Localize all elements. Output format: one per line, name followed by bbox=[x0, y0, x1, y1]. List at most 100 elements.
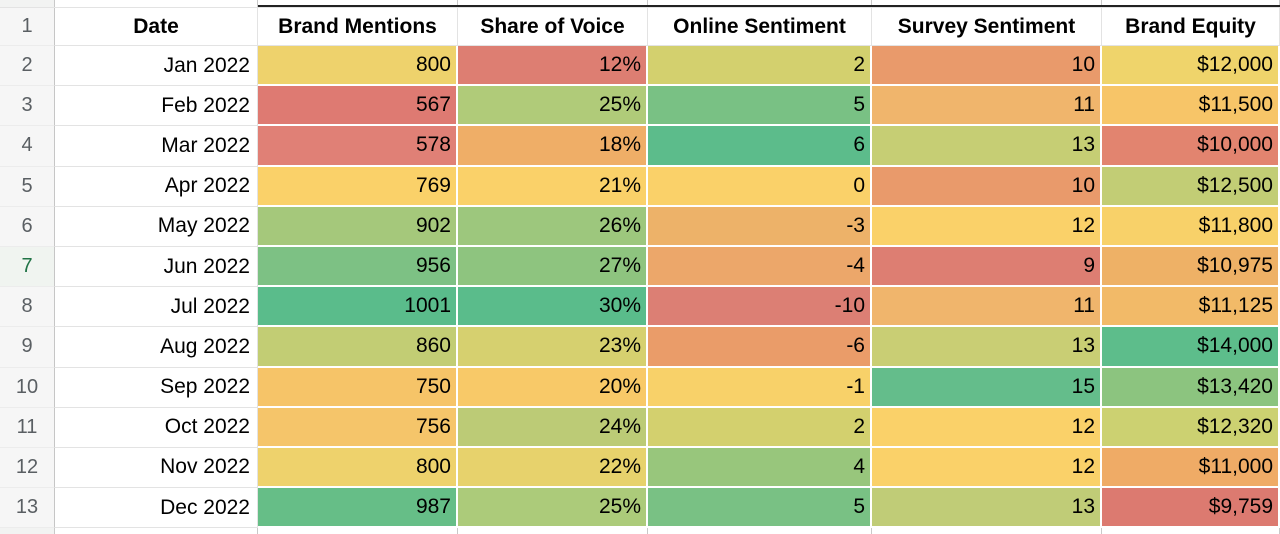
value-cell[interactable]: 10 bbox=[872, 166, 1102, 207]
column-strip-segment[interactable] bbox=[648, 0, 872, 7]
value-cell[interactable]: 21% bbox=[458, 166, 648, 207]
value-cell[interactable]: $13,420 bbox=[1102, 367, 1280, 408]
value-cell[interactable]: 18% bbox=[458, 126, 648, 167]
value-cell[interactable]: 860 bbox=[258, 327, 458, 368]
value-cell[interactable]: 756 bbox=[258, 407, 458, 448]
value-cell[interactable]: 987 bbox=[258, 488, 458, 529]
row-strip-segment[interactable] bbox=[872, 528, 1102, 534]
value-cell[interactable]: $10,000 bbox=[1102, 126, 1280, 167]
row-strip-segment[interactable] bbox=[648, 528, 872, 534]
value-cell[interactable]: 2 bbox=[648, 46, 872, 87]
value-cell[interactable]: $12,500 bbox=[1102, 166, 1280, 207]
column-header-online-sentiment[interactable]: Online Sentiment bbox=[648, 8, 872, 46]
value-cell[interactable]: -10 bbox=[648, 287, 872, 328]
value-cell[interactable]: 902 bbox=[258, 206, 458, 247]
value-cell[interactable]: -4 bbox=[648, 246, 872, 288]
value-cell[interactable]: 0 bbox=[648, 166, 872, 207]
column-strip-segment[interactable] bbox=[55, 0, 258, 7]
value-cell[interactable]: 22% bbox=[458, 447, 648, 489]
value-cell[interactable]: $11,800 bbox=[1102, 206, 1280, 247]
value-cell[interactable]: 30% bbox=[458, 287, 648, 328]
column-header-survey-sentiment[interactable]: Survey Sentiment bbox=[872, 8, 1102, 46]
date-cell[interactable]: Jun 2022 bbox=[55, 246, 258, 288]
value-cell[interactable]: 13 bbox=[872, 488, 1102, 529]
column-strip-segment[interactable] bbox=[0, 0, 55, 7]
column-header-share-of-voice[interactable]: Share of Voice bbox=[458, 8, 648, 46]
date-cell[interactable]: Apr 2022 bbox=[55, 166, 258, 207]
value-cell[interactable]: 750 bbox=[258, 367, 458, 408]
value-cell[interactable]: 12 bbox=[872, 447, 1102, 489]
date-cell[interactable]: Feb 2022 bbox=[55, 86, 258, 127]
date-cell[interactable]: May 2022 bbox=[55, 206, 258, 247]
value-cell[interactable]: 24% bbox=[458, 407, 648, 448]
date-cell[interactable]: Oct 2022 bbox=[55, 407, 258, 448]
value-cell[interactable]: 26% bbox=[458, 206, 648, 247]
value-cell[interactable]: 800 bbox=[258, 46, 458, 87]
value-cell[interactable]: 10 bbox=[872, 46, 1102, 87]
value-cell[interactable]: 11 bbox=[872, 86, 1102, 127]
value-cell[interactable]: $11,500 bbox=[1102, 86, 1280, 127]
value-cell[interactable]: 15 bbox=[872, 367, 1102, 408]
column-header-brand-equity[interactable]: Brand Equity bbox=[1102, 8, 1280, 46]
value-cell[interactable]: 27% bbox=[458, 246, 648, 288]
value-cell[interactable]: 11 bbox=[872, 287, 1102, 328]
date-cell[interactable]: Mar 2022 bbox=[55, 126, 258, 167]
row-header[interactable]: 6 bbox=[0, 206, 55, 247]
column-strip-segment[interactable] bbox=[872, 0, 1102, 7]
value-cell[interactable]: $12,320 bbox=[1102, 407, 1280, 448]
value-cell[interactable]: 5 bbox=[648, 488, 872, 529]
value-cell[interactable]: 13 bbox=[872, 327, 1102, 368]
value-cell[interactable]: 2 bbox=[648, 407, 872, 448]
row-header[interactable]: 12 bbox=[0, 447, 55, 489]
row-header[interactable]: 7 bbox=[0, 246, 55, 288]
value-cell[interactable]: 25% bbox=[458, 86, 648, 127]
value-cell[interactable]: 800 bbox=[258, 447, 458, 489]
value-cell[interactable]: 769 bbox=[258, 166, 458, 207]
column-strip-segment[interactable] bbox=[258, 0, 458, 7]
value-cell[interactable]: $9,759 bbox=[1102, 488, 1280, 529]
value-cell[interactable]: 5 bbox=[648, 86, 872, 127]
date-cell[interactable]: Dec 2022 bbox=[55, 488, 258, 529]
value-cell[interactable]: 578 bbox=[258, 126, 458, 167]
row-header[interactable]: 13 bbox=[0, 488, 55, 529]
value-cell[interactable]: -3 bbox=[648, 206, 872, 247]
value-cell[interactable]: $14,000 bbox=[1102, 327, 1280, 368]
date-cell[interactable]: Aug 2022 bbox=[55, 327, 258, 368]
value-cell[interactable]: -1 bbox=[648, 367, 872, 408]
value-cell[interactable]: -6 bbox=[648, 327, 872, 368]
value-cell[interactable]: 20% bbox=[458, 367, 648, 408]
value-cell[interactable]: 13 bbox=[872, 126, 1102, 167]
column-header-brand-mentions[interactable]: Brand Mentions bbox=[258, 8, 458, 46]
row-header[interactable]: 8 bbox=[0, 287, 55, 328]
value-cell[interactable]: $11,000 bbox=[1102, 447, 1280, 489]
value-cell[interactable]: 1001 bbox=[258, 287, 458, 328]
row-strip-segment[interactable] bbox=[1102, 528, 1280, 534]
column-header-date[interactable]: Date bbox=[55, 8, 258, 46]
date-cell[interactable]: Nov 2022 bbox=[55, 447, 258, 489]
date-cell[interactable]: Jan 2022 bbox=[55, 46, 258, 87]
value-cell[interactable]: $11,125 bbox=[1102, 287, 1280, 328]
value-cell[interactable]: 12 bbox=[872, 407, 1102, 448]
row-header[interactable]: 9 bbox=[0, 327, 55, 368]
row-strip-segment[interactable] bbox=[258, 528, 458, 534]
row-header[interactable]: 1 bbox=[0, 8, 55, 46]
value-cell[interactable]: 23% bbox=[458, 327, 648, 368]
row-strip-segment[interactable] bbox=[458, 528, 648, 534]
row-header[interactable]: 11 bbox=[0, 407, 55, 448]
date-cell[interactable]: Sep 2022 bbox=[55, 367, 258, 408]
value-cell[interactable]: 9 bbox=[872, 246, 1102, 288]
row-header[interactable]: 4 bbox=[0, 126, 55, 167]
column-strip-segment[interactable] bbox=[458, 0, 648, 7]
value-cell[interactable]: 12% bbox=[458, 46, 648, 87]
value-cell[interactable]: 4 bbox=[648, 447, 872, 489]
value-cell[interactable]: $12,000 bbox=[1102, 46, 1280, 87]
value-cell[interactable]: 25% bbox=[458, 488, 648, 529]
value-cell[interactable]: 956 bbox=[258, 246, 458, 288]
value-cell[interactable]: $10,975 bbox=[1102, 246, 1280, 288]
date-cell[interactable]: Jul 2022 bbox=[55, 287, 258, 328]
row-header[interactable]: 5 bbox=[0, 166, 55, 207]
row-header[interactable]: 2 bbox=[0, 46, 55, 87]
row-strip-segment[interactable] bbox=[0, 528, 55, 534]
value-cell[interactable]: 12 bbox=[872, 206, 1102, 247]
value-cell[interactable]: 6 bbox=[648, 126, 872, 167]
